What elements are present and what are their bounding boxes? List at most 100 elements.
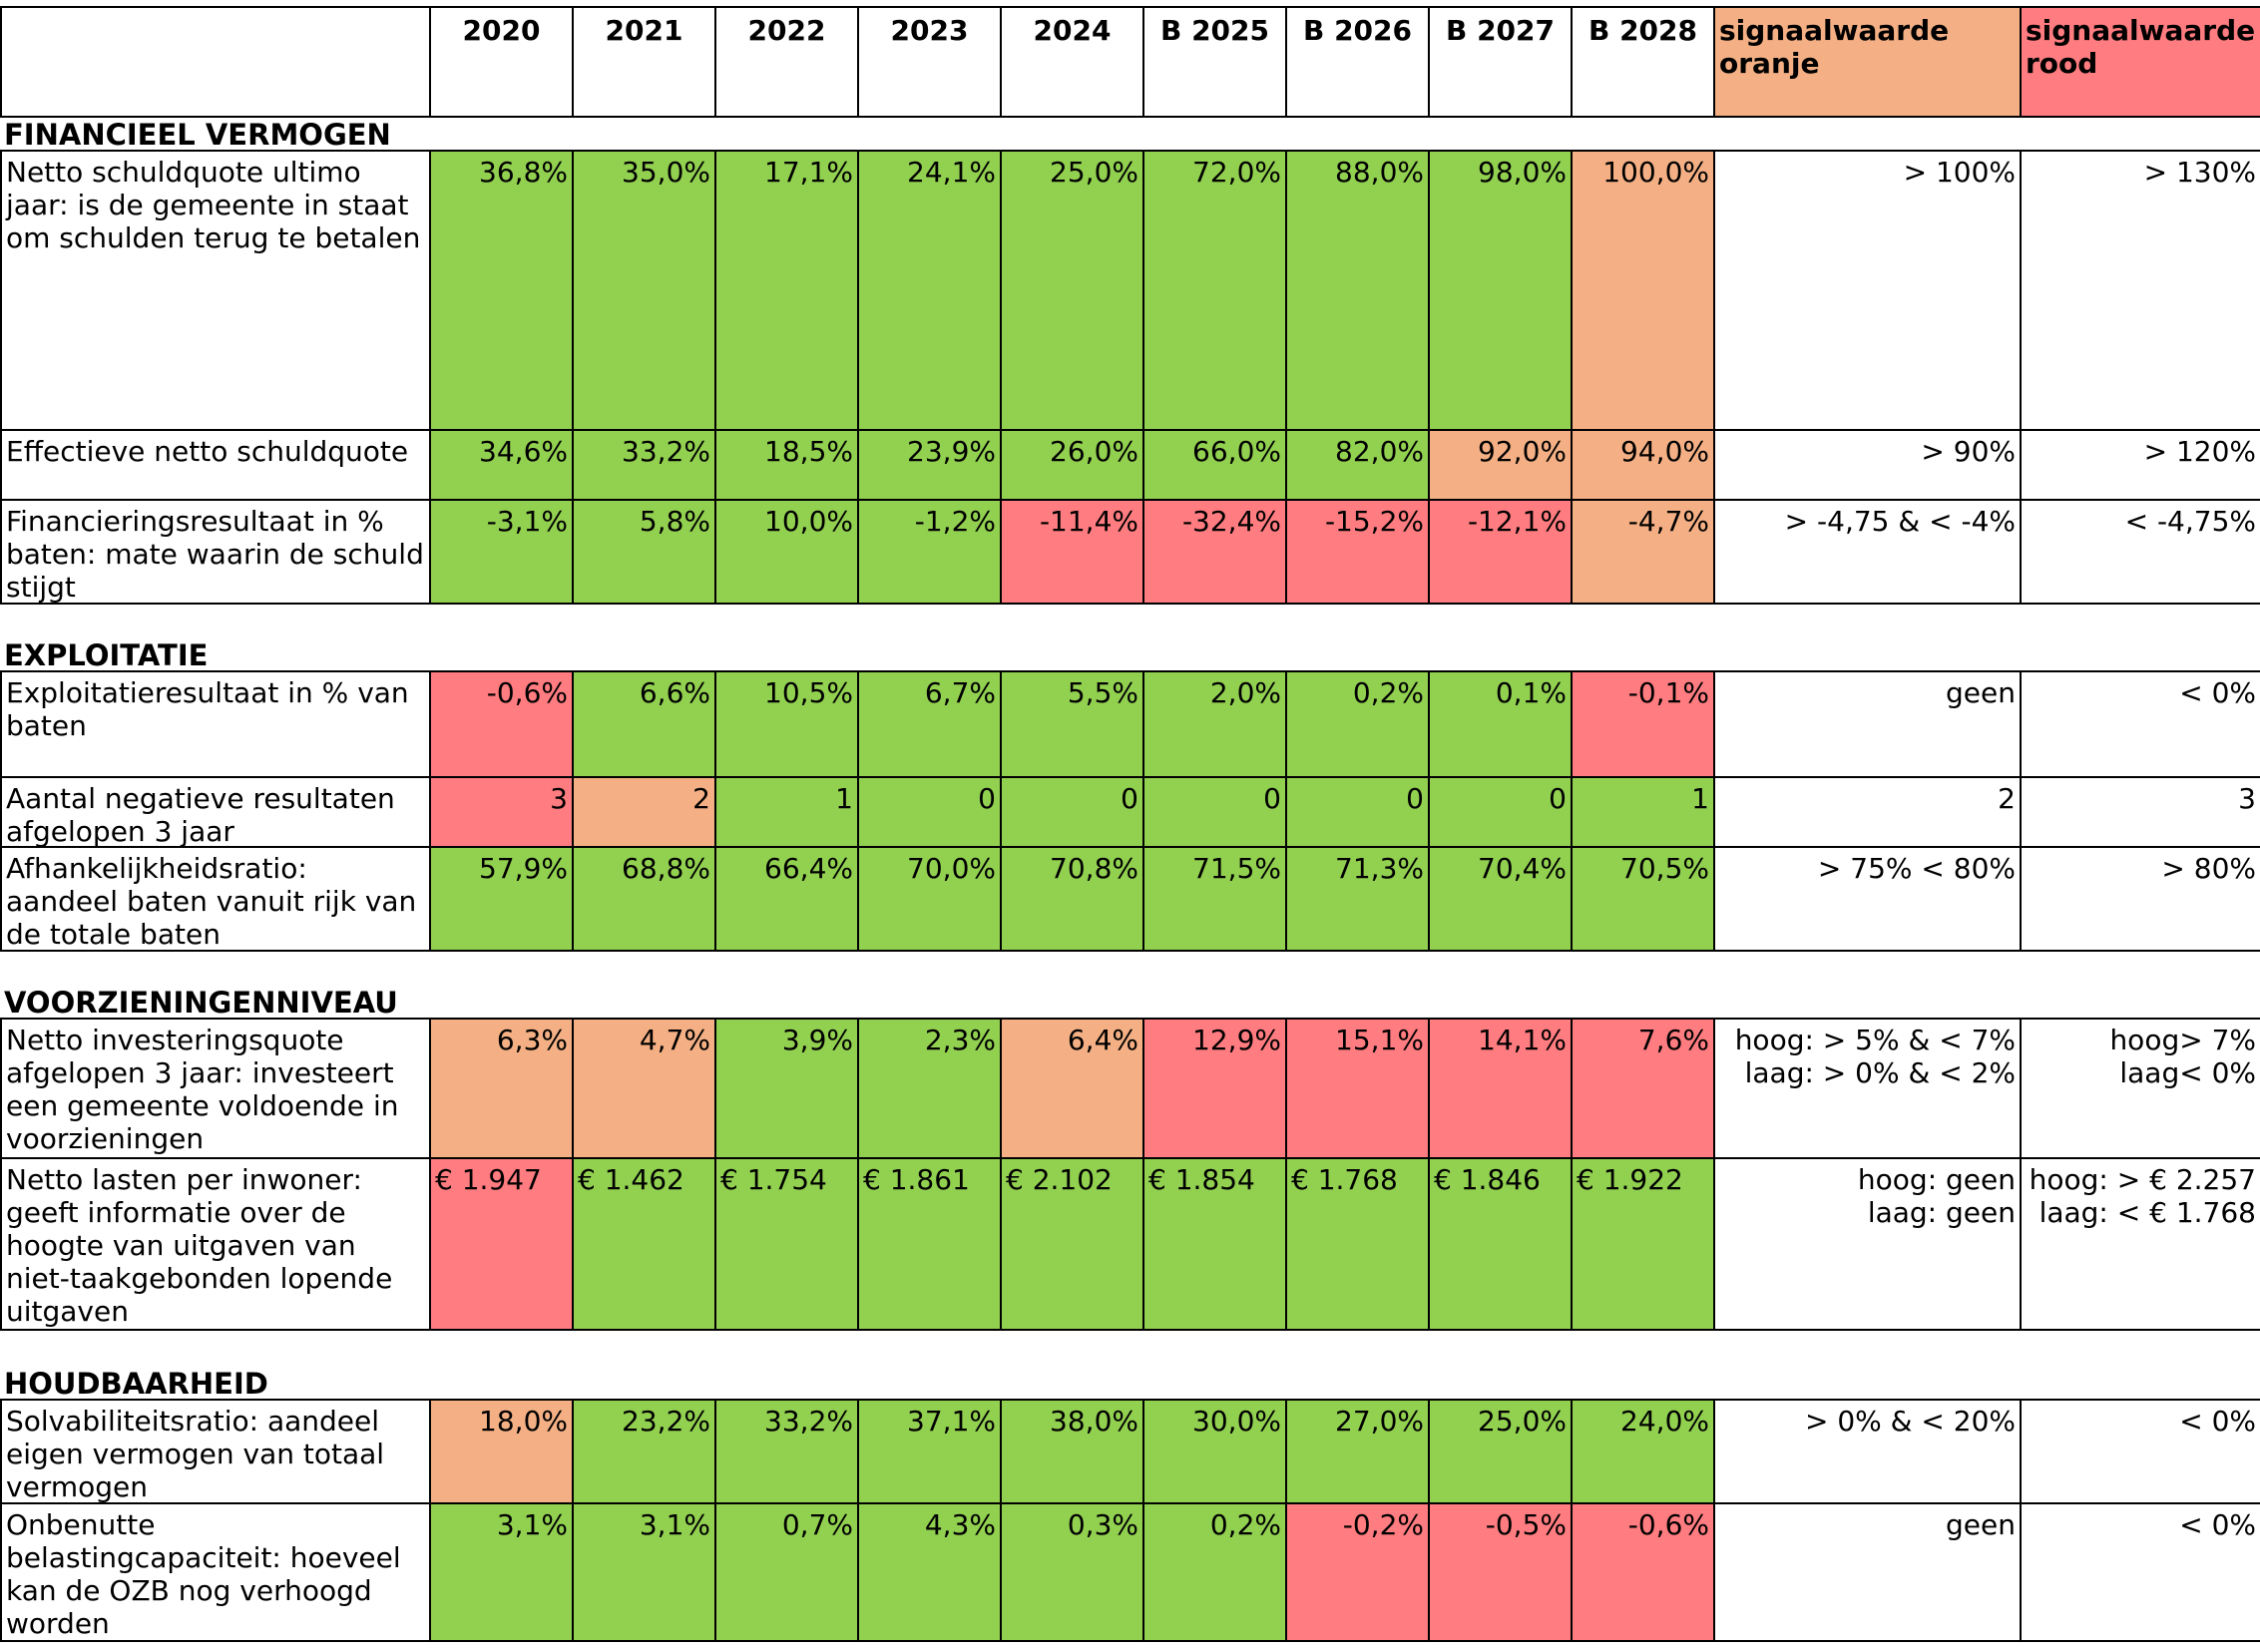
value-cell: € 1.768: [1285, 1157, 1430, 1331]
value-cell: 10,0%: [714, 499, 859, 605]
signal-orange-cell: > 0% & < 20%: [1713, 1399, 2022, 1504]
value-cell: 57,9%: [429, 846, 574, 952]
value-cell: 0: [1428, 776, 1573, 848]
value-cell: 0: [1142, 776, 1287, 848]
value-cell: 0,2%: [1285, 670, 1430, 778]
value-cell: 70,0%: [857, 846, 1002, 952]
value-cell: 6,3%: [429, 1018, 574, 1159]
value-cell: 2,3%: [857, 1018, 1002, 1159]
row-label: Effectieve netto schuldquote: [0, 429, 431, 501]
header-year-cell: B 2027: [1428, 6, 1573, 118]
signal-orange-cell: 2: [1713, 776, 2022, 848]
value-cell: 0,7%: [714, 1502, 859, 1642]
header-year-cell: 2022: [714, 6, 859, 118]
signal-red-cell: > 130%: [2020, 150, 2260, 431]
header-year-cell: 2021: [572, 6, 716, 118]
value-cell: 36,8%: [429, 150, 574, 431]
value-cell: -0,1%: [1571, 670, 1715, 778]
value-cell: 94,0%: [1571, 429, 1715, 501]
signal-red-cell: 3: [2020, 776, 2260, 848]
signal-orange-cell: > 100%: [1713, 150, 2022, 431]
value-cell: 70,4%: [1428, 846, 1573, 952]
value-cell: 2,0%: [1142, 670, 1287, 778]
value-cell: -1,2%: [857, 499, 1002, 605]
value-cell: 12,9%: [1142, 1018, 1287, 1159]
value-cell: 6,6%: [572, 670, 716, 778]
value-cell: 68,8%: [572, 846, 716, 952]
value-cell: 35,0%: [572, 150, 716, 431]
signal-orange-cell: geen: [1713, 670, 2022, 778]
value-cell: 70,5%: [1571, 846, 1715, 952]
signal-orange-cell: hoog: > 5% & < 7% laag: > 0% & < 2%: [1713, 1018, 2022, 1159]
value-cell: 33,2%: [572, 429, 716, 501]
value-cell: 27,0%: [1285, 1399, 1430, 1504]
value-cell: 25,0%: [1428, 1399, 1573, 1504]
value-cell: 4,7%: [572, 1018, 716, 1159]
header-signal-orange: signaalwaarde oranje: [1713, 6, 2022, 118]
value-cell: 0: [1285, 776, 1430, 848]
value-cell: -3,1%: [429, 499, 574, 605]
value-cell: 1: [1571, 776, 1715, 848]
value-cell: 18,0%: [429, 1399, 574, 1504]
value-cell: € 1.861: [857, 1157, 1002, 1331]
row-label: Aantal negatieve resultaten afgelopen 3 …: [0, 776, 431, 848]
signal-red-cell: hoog> 7% laag< 0%: [2020, 1018, 2260, 1159]
value-cell: 3: [429, 776, 574, 848]
signal-red-cell: hoog: > € 2.257 laag: < € 1.768: [2020, 1157, 2260, 1331]
signal-red-cell: < 0%: [2020, 1399, 2260, 1504]
value-cell: 23,2%: [572, 1399, 716, 1504]
value-cell: 37,1%: [857, 1399, 1002, 1504]
value-cell: 25,0%: [1000, 150, 1144, 431]
value-cell: € 2.102: [1000, 1157, 1144, 1331]
section-title: VOORZIENINGENNIVEAU: [4, 986, 398, 1020]
signal-red-cell: < 0%: [2020, 670, 2260, 778]
value-cell: 1: [714, 776, 859, 848]
value-cell: 4,3%: [857, 1502, 1002, 1642]
section-title: FINANCIEEL VERMOGEN: [4, 118, 391, 152]
value-cell: 100,0%: [1571, 150, 1715, 431]
value-cell: 3,1%: [572, 1502, 716, 1642]
header-corner-cell: [0, 6, 431, 118]
value-cell: € 1.462: [572, 1157, 716, 1331]
value-cell: € 1.922: [1571, 1157, 1715, 1331]
header-year-cell: B 2026: [1285, 6, 1430, 118]
signal-red-cell: < 0%: [2020, 1502, 2260, 1642]
value-cell: -0,5%: [1428, 1502, 1573, 1642]
header-year-cell: B 2025: [1142, 6, 1287, 118]
value-cell: -32,4%: [1142, 499, 1287, 605]
value-cell: -0,6%: [1571, 1502, 1715, 1642]
row-label: Netto lasten per inwoner: geeft informat…: [0, 1157, 431, 1331]
value-cell: 33,2%: [714, 1399, 859, 1504]
header-year-cell: 2023: [857, 6, 1002, 118]
signal-orange-cell: > 75% < 80%: [1713, 846, 2022, 952]
value-cell: 92,0%: [1428, 429, 1573, 501]
value-cell: 0,1%: [1428, 670, 1573, 778]
value-cell: 7,6%: [1571, 1018, 1715, 1159]
value-cell: 34,6%: [429, 429, 574, 501]
value-cell: 70,8%: [1000, 846, 1144, 952]
row-label: Afhankelijkheidsratio: aandeel baten van…: [0, 846, 431, 952]
value-cell: 17,1%: [714, 150, 859, 431]
value-cell: 88,0%: [1285, 150, 1430, 431]
row-label: Onbenutte belastingcapaciteit: hoeveel k…: [0, 1502, 431, 1642]
header-year-cell: B 2028: [1571, 6, 1715, 118]
value-cell: 15,1%: [1285, 1018, 1430, 1159]
value-cell: 2: [572, 776, 716, 848]
value-cell: 0: [857, 776, 1002, 848]
value-cell: 26,0%: [1000, 429, 1144, 501]
value-cell: 30,0%: [1142, 1399, 1287, 1504]
header-signal-red: signaalwaarde rood: [2020, 6, 2260, 118]
signal-orange-cell: > 90%: [1713, 429, 2022, 501]
value-cell: 14,1%: [1428, 1018, 1573, 1159]
value-cell: 72,0%: [1142, 150, 1287, 431]
value-cell: 3,1%: [429, 1502, 574, 1642]
row-label: Solvabiliteitsratio: aandeel eigen vermo…: [0, 1399, 431, 1504]
value-cell: -0,2%: [1285, 1502, 1430, 1642]
signal-red-cell: < -4,75%: [2020, 499, 2260, 605]
value-cell: € 1.754: [714, 1157, 859, 1331]
value-cell: 24,1%: [857, 150, 1002, 431]
signal-orange-cell: geen: [1713, 1502, 2022, 1642]
value-cell: 5,5%: [1000, 670, 1144, 778]
signal-orange-cell: hoog: geen laag: geen: [1713, 1157, 2022, 1331]
value-cell: 71,5%: [1142, 846, 1287, 952]
